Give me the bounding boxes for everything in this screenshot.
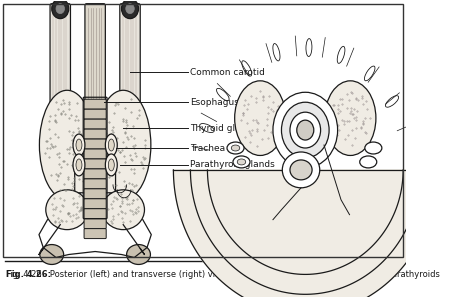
Text: Trachea: Trachea [336,228,371,237]
Circle shape [290,112,321,148]
Ellipse shape [109,139,114,151]
Text: Trachea: Trachea [190,144,226,153]
Ellipse shape [40,90,95,200]
Ellipse shape [365,142,382,154]
Text: Common carotid: Common carotid [190,68,265,77]
Text: Fig. 4.26:: Fig. 4.26: [6,270,51,279]
FancyBboxPatch shape [84,209,106,219]
FancyBboxPatch shape [84,109,106,119]
Ellipse shape [105,154,117,176]
FancyBboxPatch shape [84,179,106,189]
FancyBboxPatch shape [84,229,106,239]
Ellipse shape [96,90,151,200]
FancyBboxPatch shape [84,199,106,209]
FancyBboxPatch shape [84,159,106,169]
Ellipse shape [227,142,244,154]
FancyBboxPatch shape [84,99,106,109]
Text: Esophagus: Esophagus [190,98,239,107]
Ellipse shape [109,159,114,171]
Polygon shape [173,170,437,298]
Ellipse shape [235,81,286,156]
Circle shape [56,4,65,14]
FancyBboxPatch shape [84,119,106,129]
Text: Parathyroid glands: Parathyroid glands [190,160,275,170]
Circle shape [121,0,139,18]
Ellipse shape [105,134,117,156]
Text: Fig. 4.26:  Posterior (left) and transverse (right) views of the human thyroid w: Fig. 4.26: Posterior (left) and transver… [6,270,440,279]
FancyBboxPatch shape [75,157,116,193]
FancyBboxPatch shape [50,4,70,137]
Ellipse shape [290,160,312,180]
FancyBboxPatch shape [84,149,106,159]
FancyBboxPatch shape [85,4,105,167]
Circle shape [126,4,134,14]
Ellipse shape [46,190,89,230]
Circle shape [273,92,337,168]
Circle shape [281,102,329,158]
FancyBboxPatch shape [84,219,106,229]
Bar [3,4,403,257]
Circle shape [52,0,69,18]
Ellipse shape [73,134,85,156]
Ellipse shape [73,154,85,176]
Ellipse shape [325,81,376,156]
Ellipse shape [102,190,145,230]
Ellipse shape [231,145,240,151]
Ellipse shape [282,152,320,188]
Ellipse shape [127,245,150,264]
FancyBboxPatch shape [84,189,106,199]
FancyBboxPatch shape [84,129,106,139]
Text: Esophagus: Esophagus [240,228,289,237]
Ellipse shape [360,156,377,168]
Text: Thyroid gland: Thyroid gland [190,124,253,133]
Ellipse shape [233,156,250,168]
FancyBboxPatch shape [120,4,140,137]
Ellipse shape [76,139,82,151]
FancyBboxPatch shape [84,169,106,179]
Ellipse shape [237,159,246,165]
FancyBboxPatch shape [84,139,106,149]
Ellipse shape [76,159,82,171]
Ellipse shape [40,245,64,264]
Circle shape [297,120,314,140]
